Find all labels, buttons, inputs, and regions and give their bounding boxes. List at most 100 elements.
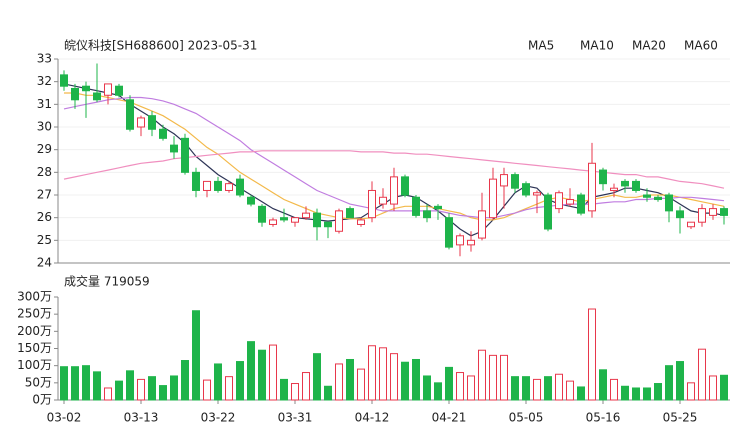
- volume-bar: [159, 385, 167, 401]
- volume-bar: [302, 372, 310, 401]
- y-tick-label: 27: [37, 188, 52, 202]
- candle-body: [192, 171, 200, 191]
- candle-body: [566, 199, 574, 205]
- y-tick-label: 24: [37, 256, 52, 270]
- y-tick-label: 32: [37, 74, 52, 88]
- volume-bar: [324, 385, 332, 401]
- volume-bar: [720, 374, 728, 401]
- volume-title: 成交量 719059: [64, 274, 150, 289]
- candle-body: [676, 210, 684, 219]
- candle-body: [390, 176, 398, 205]
- volume-bar: [137, 378, 145, 401]
- legend-label: MA60: [684, 39, 718, 53]
- volume-bar: [346, 358, 354, 401]
- volume-bar: [544, 376, 552, 401]
- volume-bar: [203, 379, 211, 401]
- volume-bar: [170, 375, 178, 401]
- volume-bar: [566, 380, 574, 401]
- candle-body: [236, 178, 244, 196]
- candle-body: [93, 92, 101, 101]
- y-tick-label: 50万: [25, 375, 52, 389]
- x-tick-label: 04-12: [355, 411, 390, 425]
- volume-bar: [489, 354, 497, 401]
- candle-body: [610, 187, 618, 191]
- volume-bar: [291, 383, 299, 401]
- volume-bar: [181, 360, 189, 401]
- volume-bar: [247, 341, 255, 401]
- y-tick-label: 26: [37, 210, 52, 224]
- candle-body: [258, 205, 266, 223]
- y-tick-label: 30: [37, 120, 52, 134]
- candle-body: [489, 178, 497, 219]
- volume-bar: [588, 308, 596, 401]
- volume-bar: [500, 354, 508, 401]
- candle-body: [654, 196, 662, 201]
- candle-body: [401, 176, 409, 196]
- candle-body: [555, 192, 563, 210]
- candle-body: [478, 210, 486, 239]
- volume-bar: [313, 353, 321, 401]
- candle-body: [709, 208, 717, 216]
- chart-title: 皖仪科技[SH688600] 2023-05-31: [64, 39, 257, 53]
- candle-body: [379, 196, 387, 205]
- volume-bar: [390, 353, 398, 401]
- x-tick-label: 03-13: [124, 411, 159, 425]
- candle-body: [269, 219, 277, 225]
- candle-body: [181, 137, 189, 173]
- volume-bar: [357, 368, 365, 401]
- candle-body: [456, 235, 464, 246]
- candle-body: [533, 192, 541, 196]
- candle-body: [302, 212, 310, 219]
- volume-bar: [434, 382, 442, 401]
- candle-body: [137, 117, 145, 128]
- candle-body: [148, 115, 156, 130]
- volume-bar: [214, 363, 222, 401]
- y-tick-label: 25: [37, 233, 52, 247]
- legend-label: MA5: [528, 39, 554, 53]
- volume-bar: [522, 376, 530, 401]
- legend-label: MA20: [632, 39, 666, 53]
- candle-body: [720, 208, 728, 216]
- volume-bar: [676, 361, 684, 401]
- y-tick-label: 250万: [17, 307, 52, 321]
- candle-body: [643, 194, 651, 198]
- volume-bar: [269, 344, 277, 401]
- volume-bar: [577, 386, 585, 401]
- volume-bar: [104, 387, 112, 401]
- candle-body: [577, 194, 585, 214]
- volume-bar: [379, 347, 387, 401]
- y-tick-label: 28: [37, 165, 52, 179]
- y-tick-label: 31: [37, 97, 52, 111]
- y-tick-label: 0万: [32, 393, 52, 407]
- candle-body: [225, 183, 233, 191]
- y-tick-label: 150万: [17, 341, 52, 355]
- volume-bar: [93, 371, 101, 401]
- volume-bar: [412, 358, 420, 401]
- candle-body: [445, 217, 453, 248]
- volume-bar: [621, 385, 629, 401]
- volume-bar: [115, 380, 123, 401]
- volume-bar: [445, 366, 453, 401]
- candle-body: [324, 221, 332, 228]
- candle-body: [599, 169, 607, 185]
- candle-body: [357, 219, 365, 225]
- candle-body: [687, 221, 695, 228]
- volume-bar: [610, 378, 618, 401]
- candle-body: [346, 208, 354, 219]
- volume-bar: [368, 345, 376, 401]
- candle-body: [423, 210, 431, 219]
- volume-bar: [192, 310, 200, 401]
- candle-body: [280, 217, 288, 221]
- candle-body: [621, 180, 629, 187]
- candle-body: [665, 194, 673, 212]
- volume-bar: [467, 375, 475, 401]
- volume-bar: [401, 361, 409, 401]
- candle-body: [434, 205, 442, 210]
- volume-bar: [654, 383, 662, 401]
- volume-bar: [236, 361, 244, 401]
- volume-bar: [643, 387, 651, 401]
- volume-bar: [687, 382, 695, 401]
- candle-body: [214, 180, 222, 191]
- candle-body: [588, 162, 596, 212]
